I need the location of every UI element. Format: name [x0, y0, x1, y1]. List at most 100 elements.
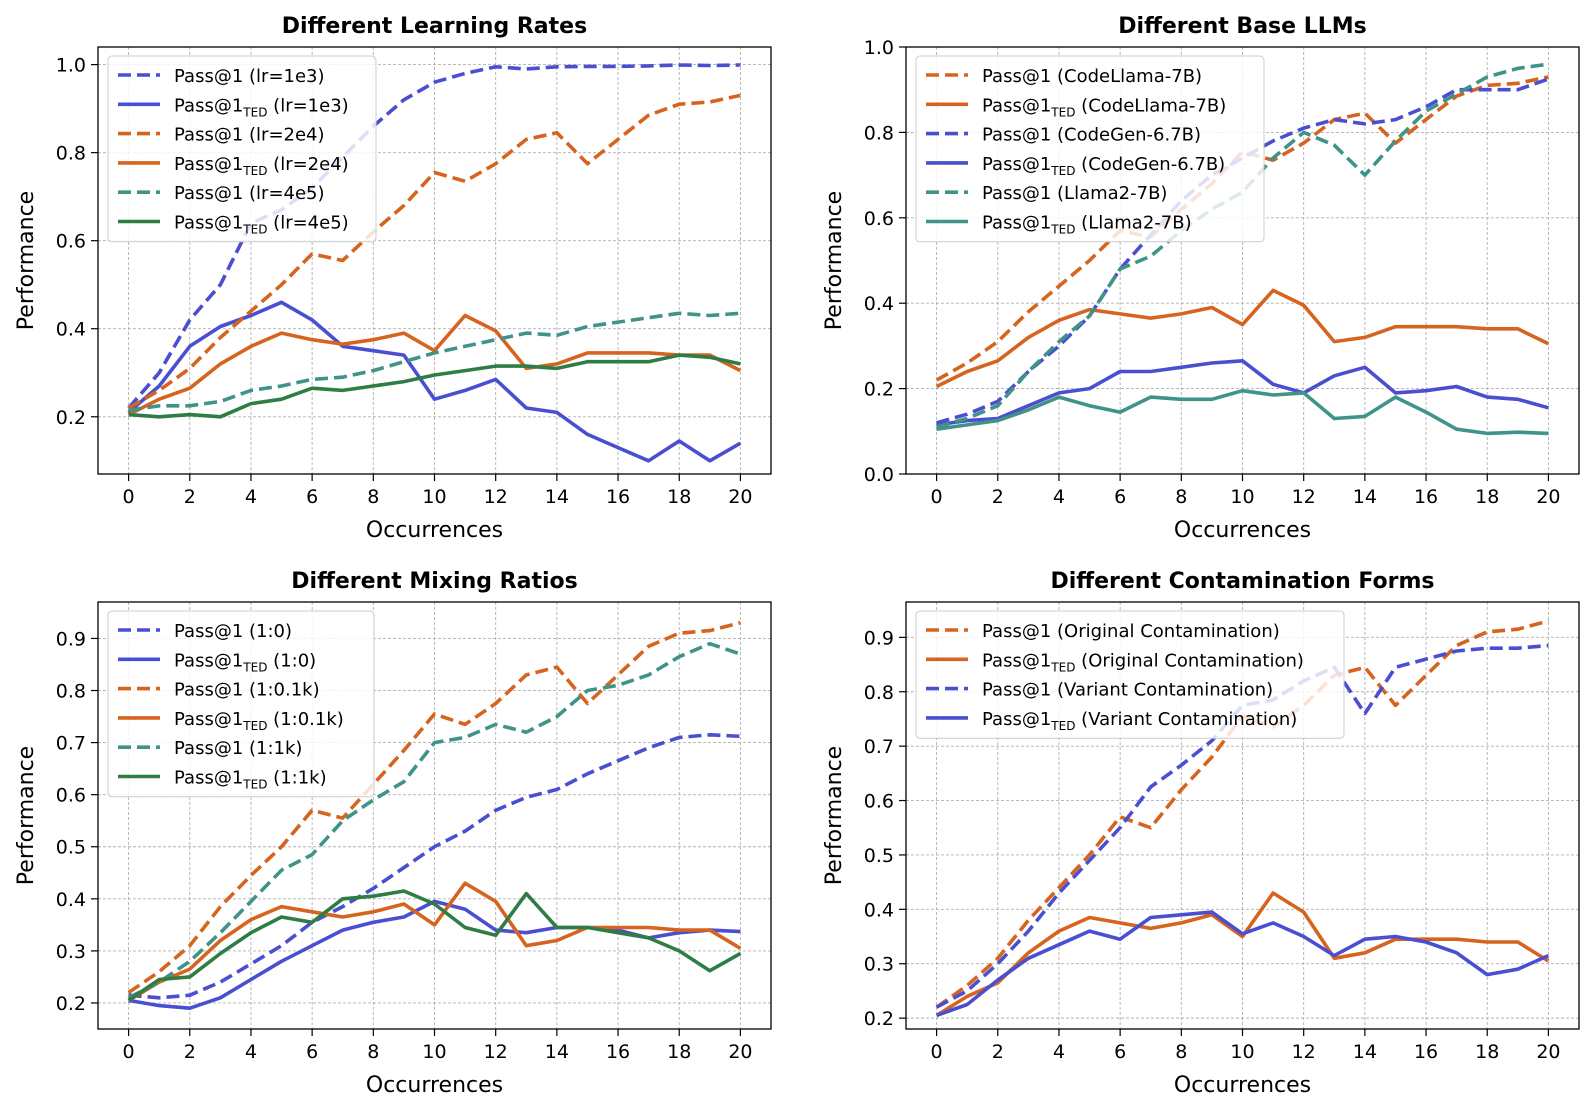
legend-label: Pass@1 (lr=1e3): [174, 66, 325, 87]
legend-label-main: Pass@1: [174, 213, 243, 234]
legend: Pass@1 (Original Contamination) Pass@1TED…: [915, 610, 1345, 739]
x-tick-label: 4: [1053, 486, 1065, 508]
series-line: [935, 288, 1550, 389]
legend-label-rest: (Llama2-7B): [1075, 213, 1191, 234]
legend-label-subscript: TED: [242, 719, 267, 733]
x-tick-label: 16: [606, 486, 630, 508]
series-line: [936, 358, 1549, 427]
series-line: [127, 313, 742, 417]
series-line: [127, 93, 741, 410]
series-line: [936, 388, 1549, 436]
legend-box: [915, 55, 1265, 243]
chart-title: Different Contamination Forms: [1050, 569, 1434, 594]
x-tick-label: 12: [1292, 486, 1316, 508]
legend-label-rest: (Original Contamination): [1051, 621, 1279, 642]
legend-label-subscript: TED: [1050, 719, 1075, 733]
series-line: [935, 910, 1550, 1018]
legend-label-main: Pass@1: [174, 125, 243, 146]
x-tick-label: 6: [306, 486, 318, 508]
legend-label-main: Pass@1: [174, 650, 243, 671]
legend-label-main: Pass@1: [982, 125, 1051, 146]
legend-label-main: Pass@1: [174, 154, 243, 175]
legend-label-rest: (Llama2-7B): [1051, 183, 1167, 204]
series-line: [127, 889, 742, 1002]
legend-label-main: Pass@1: [982, 213, 1051, 234]
x-tick-label: 8: [1175, 1041, 1187, 1063]
legend-label-rest: (1:1k): [267, 768, 326, 789]
legend: Pass@1 (lr=1e3) Pass@1TED (lr=1e3) Pass@1 …: [107, 55, 377, 243]
legend-label-main: Pass@1: [174, 183, 243, 204]
legend-label-rest: (lr=1e3): [243, 66, 324, 87]
x-axis-label: Occurrences: [1174, 1073, 1311, 1098]
x-tick-label: 14: [1353, 1041, 1377, 1063]
legend-label: Pass@1 (lr=4e5): [174, 183, 325, 204]
y-tick-label: 0.8: [56, 143, 86, 165]
legend-label-subscript: TED: [1050, 223, 1075, 237]
legend-label-main: Pass@1: [982, 95, 1051, 116]
y-tick-label: 0.4: [864, 293, 894, 315]
series-line: [127, 881, 742, 1002]
legend-label: Pass@1TED (1:0.1k): [174, 709, 344, 733]
legend-label: Pass@1 (Original Contamination): [982, 621, 1280, 642]
y-tick-label: 0.2: [56, 407, 86, 429]
x-tick-label: 8: [1175, 486, 1187, 508]
legend-label: Pass@1 (CodeGen-6.7B): [982, 125, 1201, 146]
y-tick-label: 0.3: [864, 954, 894, 976]
legend-label-rest: (CodeLlama-7B): [1051, 66, 1202, 87]
x-axis-label: Occurrences: [1174, 518, 1311, 543]
y-tick-label: 0.2: [864, 1008, 894, 1030]
y-axis-label: Performance: [14, 191, 39, 330]
legend-label-rest: (lr=2e4): [267, 154, 348, 175]
x-tick-label: 14: [545, 486, 569, 508]
series-line: [935, 891, 1550, 1017]
legend-label: Pass@1TED (Llama2-7B): [982, 213, 1192, 237]
x-tick-label: 16: [606, 1041, 630, 1063]
legend-label-main: Pass@1: [982, 709, 1051, 730]
y-tick-label: 1.0: [864, 37, 894, 59]
x-tick-label: 12: [484, 1041, 508, 1063]
legend-label: Pass@1 (1:0): [174, 621, 292, 642]
legend-label-rest: (1:0.1k): [267, 709, 343, 730]
y-tick-label: 0.2: [864, 379, 894, 401]
legend-label-rest: (CodeGen-6.7B): [1051, 125, 1201, 146]
x-tick-label: 20: [728, 486, 752, 508]
legend-label: Pass@1TED (lr=1e3): [174, 95, 349, 119]
legend-label-rest: (1:1k): [243, 738, 302, 759]
x-tick-label: 4: [245, 1041, 257, 1063]
legend-label: Pass@1TED (CodeGen-6.7B): [982, 154, 1225, 178]
x-tick-label: 20: [728, 1041, 752, 1063]
legend-label-rest: (1:0.1k): [243, 680, 319, 701]
legend-label-main: Pass@1: [982, 154, 1051, 175]
legend-label: Pass@1TED (Original Contamination): [982, 650, 1304, 674]
legend-label: Pass@1TED (Variant Contamination): [982, 709, 1297, 733]
y-tick-label: 0.9: [864, 627, 894, 649]
y-tick-label: 0.4: [56, 889, 86, 911]
x-tick-label: 10: [1230, 486, 1254, 508]
series-lines: [935, 62, 1550, 436]
x-tick-label: 18: [667, 486, 691, 508]
y-tick-label: 0.5: [56, 837, 86, 859]
legend-label-rest: (CodeGen-6.7B): [1075, 154, 1225, 175]
legend-box: [107, 610, 375, 798]
x-tick-label: 0: [123, 1041, 135, 1063]
x-tick-label: 10: [422, 486, 446, 508]
y-tick-label: 0.6: [56, 231, 86, 253]
legend-label-subscript: TED: [242, 660, 267, 674]
y-tick-label: 0.6: [864, 208, 894, 230]
x-tick-label: 14: [545, 1041, 569, 1063]
ticks: 0 2 4 6 8 10 12 14 16 18 20 0.2 0.3 0.4 0.5 0.6 0.7 0.8 0.…: [864, 627, 1561, 1063]
y-tick-label: 0.4: [56, 319, 86, 341]
x-tick-label: 16: [1414, 1041, 1438, 1063]
x-tick-label: 20: [1536, 1041, 1560, 1063]
legend-label-rest: (lr=4e5): [243, 183, 324, 204]
legend-label: Pass@1 (Variant Contamination): [982, 680, 1273, 701]
y-tick-label: 1.0: [56, 55, 86, 77]
x-axis-label: Occurrences: [366, 518, 503, 543]
series-line: [935, 643, 1549, 1009]
series-lines: [127, 63, 742, 463]
legend-label-subscript: TED: [1050, 105, 1075, 119]
series-line: [935, 75, 1549, 382]
chart-title: Different Mixing Ratios: [291, 569, 577, 594]
legend: Pass@1 (1:0)Pass@1TED (1:0)Pass@1 (1:0.1…: [107, 610, 375, 798]
